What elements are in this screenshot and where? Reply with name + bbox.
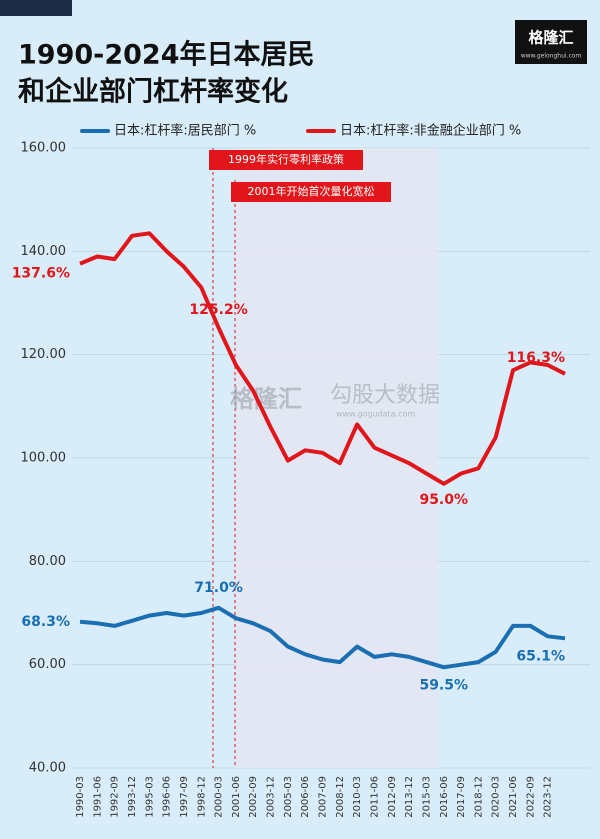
- data-label: 137.6%: [12, 266, 70, 282]
- x-tick-label: 2017-09: [456, 776, 467, 818]
- annotation: 1999年实行零利率政策: [228, 152, 344, 166]
- x-tick-label: 2022-09: [525, 776, 536, 818]
- x-tick-label: 2000-03: [214, 776, 225, 818]
- x-tick-label: 2023-12: [543, 776, 554, 818]
- shaded-period: [235, 148, 438, 768]
- x-tick-label: 1998-12: [196, 776, 207, 818]
- chart-title: 和企业部门杠杆率变化: [18, 76, 288, 108]
- x-tick-label: 1996-06: [162, 776, 173, 818]
- x-tick-label: 2013-12: [404, 776, 415, 818]
- x-tick-label: 1992-09: [110, 776, 121, 818]
- x-tick-label: 2015-03: [421, 776, 432, 818]
- y-tick-label: 100.00: [21, 451, 67, 466]
- x-tick-label: 2006-06: [300, 776, 311, 818]
- data-label: 65.1%: [516, 648, 565, 664]
- logo-box: [515, 20, 587, 64]
- annotation: 2001年开始首次量化宽松: [248, 184, 375, 198]
- watermark: 勾股大数据: [330, 383, 440, 408]
- x-tick-label: 2011-06: [369, 776, 380, 818]
- x-tick-label: 1990-03: [75, 776, 86, 818]
- corner-band: [0, 0, 72, 16]
- x-tick-label: 2003-12: [266, 776, 277, 818]
- y-tick-label: 120.00: [21, 347, 67, 362]
- x-tick-label: 1997-09: [179, 776, 190, 818]
- y-tick-label: 40.00: [29, 761, 66, 776]
- x-tick-label: 2002-09: [248, 776, 259, 818]
- x-tick-label: 1993-12: [127, 776, 138, 818]
- chart-title: 1990-2024年日本居民: [18, 39, 315, 71]
- watermark: 格隆汇: [230, 385, 302, 413]
- x-tick-label: 2007-09: [318, 776, 329, 818]
- x-tick-label: 2021-06: [508, 776, 519, 818]
- x-tick-label: 2018-12: [473, 776, 484, 818]
- y-tick-label: 160.00: [21, 141, 67, 156]
- x-tick-label: 2005-03: [283, 776, 294, 818]
- y-tick-label: 60.00: [29, 657, 66, 672]
- legend-label: 日本:杠杆率:非金融企业部门 %: [340, 123, 521, 139]
- watermark: www.gogudata.com: [336, 410, 415, 419]
- data-label: 68.3%: [21, 614, 70, 630]
- series-line: [79, 231, 566, 486]
- annotation-box: [231, 182, 391, 202]
- x-tick-label: 2001-06: [231, 776, 242, 818]
- logo-url: www.gelonghui.com: [521, 53, 582, 60]
- y-tick-label: 80.00: [29, 554, 66, 569]
- y-tick-label: 140.00: [21, 244, 67, 259]
- annotation-box: [209, 150, 363, 170]
- x-tick-label: 2008-12: [335, 776, 346, 818]
- x-tick-label: 1991-06: [92, 776, 103, 818]
- data-label: 71.0%: [194, 580, 243, 596]
- data-label: 116.3%: [507, 350, 565, 366]
- data-label: 125.2%: [189, 302, 247, 318]
- x-tick-label: 1995-03: [144, 776, 155, 818]
- legend-label: 日本:杠杆率:居民部门 %: [114, 123, 256, 139]
- series-line: [79, 605, 566, 670]
- x-tick-label: 2010-03: [352, 776, 363, 818]
- logo-name: 格隆汇: [528, 29, 573, 47]
- x-tick-label: 2020-03: [491, 776, 502, 818]
- data-label: 59.5%: [419, 677, 468, 693]
- data-label: 95.0%: [419, 492, 468, 508]
- x-tick-label: 2012-09: [387, 776, 398, 818]
- x-tick-label: 2016-06: [439, 776, 450, 818]
